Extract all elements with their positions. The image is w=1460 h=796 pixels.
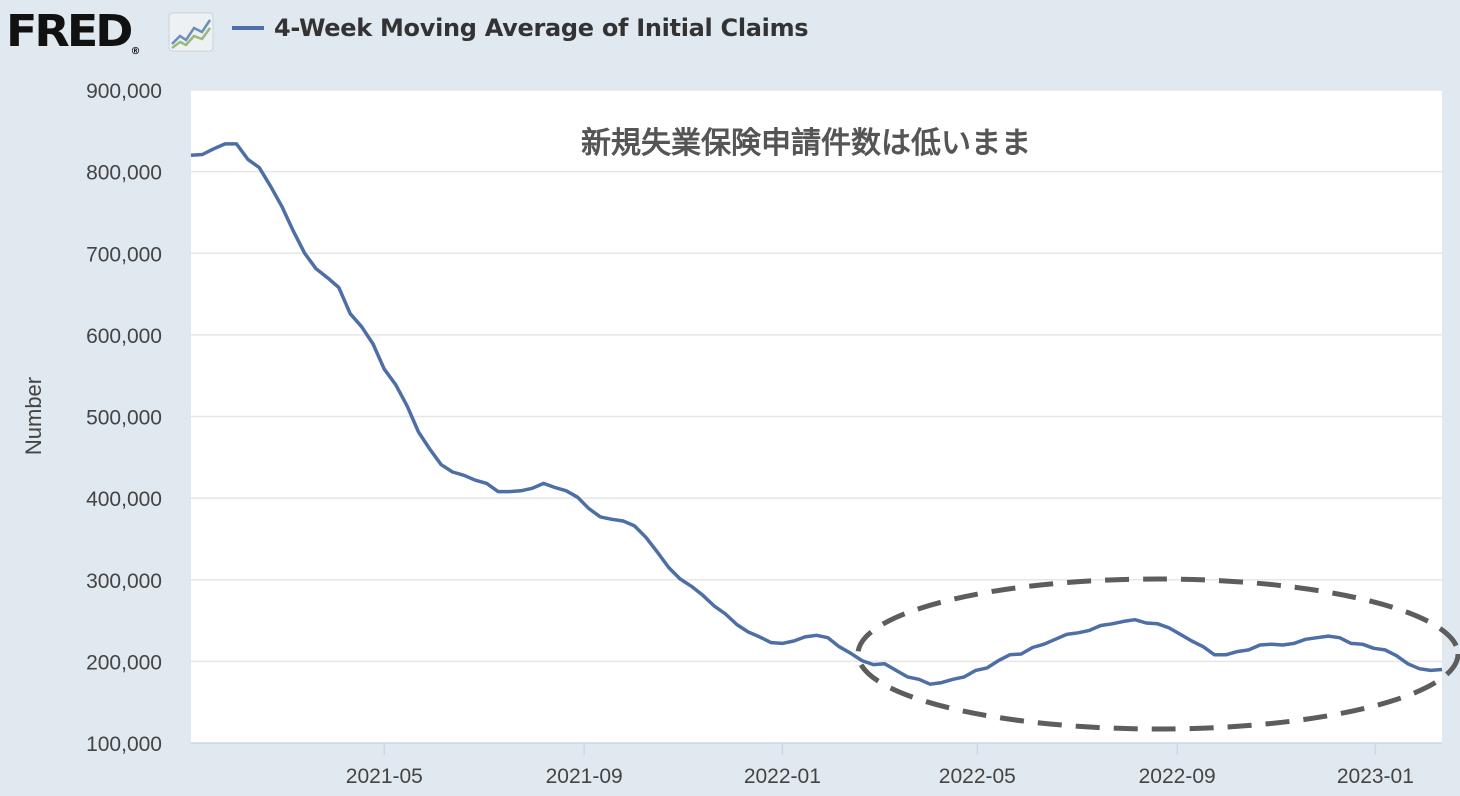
fred-logo-text: FRED <box>6 5 133 57</box>
series-line[interactable] <box>190 142 1443 686</box>
y-tick-label: 200,000 <box>86 651 162 674</box>
series-group <box>190 142 1443 686</box>
y-tick-label: 700,000 <box>86 243 162 266</box>
x-tick-label: 2022-09 <box>1139 765 1216 788</box>
header: FRED® 4-Week Moving Average of Initial C… <box>0 0 1460 70</box>
y-tick-label: 500,000 <box>86 407 162 430</box>
x-tick-label: 2022-01 <box>744 765 821 788</box>
chart-title: 新規失業保険申請件数は低いまま <box>581 126 1031 161</box>
y-tick-label: 900,000 <box>86 80 162 103</box>
x-tick-label: 2023-01 <box>1337 765 1414 788</box>
y-tick-label: 600,000 <box>86 325 162 348</box>
y-axis-label: Number <box>21 377 46 455</box>
y-tick-label: 100,000 <box>86 733 162 756</box>
x-ticks: 2021-05 2021-09 2022-01 2022-05 2022-09 2023-… <box>346 743 1414 788</box>
y-tick-label: 800,000 <box>86 162 162 185</box>
legend-swatch <box>232 26 264 30</box>
y-tick-label: 400,000 <box>86 488 162 511</box>
fred-logo-mark: ® <box>130 46 141 57</box>
y-tick-labels: 100,000 200,000 300,000 400,000 500,000 600,0… <box>86 80 162 756</box>
highlight-ellipse <box>855 576 1460 732</box>
fred-logo[interactable]: FRED® <box>6 5 140 56</box>
legend-label: 4-Week Moving Average of Initial Claims <box>274 14 809 42</box>
x-tick-label: 2021-09 <box>546 765 623 788</box>
line-chart-icon <box>168 12 214 52</box>
x-tick-label: 2022-05 <box>939 765 1016 788</box>
legend[interactable]: 4-Week Moving Average of Initial Claims <box>232 14 809 42</box>
x-tick-label: 2021-05 <box>346 765 423 788</box>
y-tick-label: 300,000 <box>86 570 162 593</box>
